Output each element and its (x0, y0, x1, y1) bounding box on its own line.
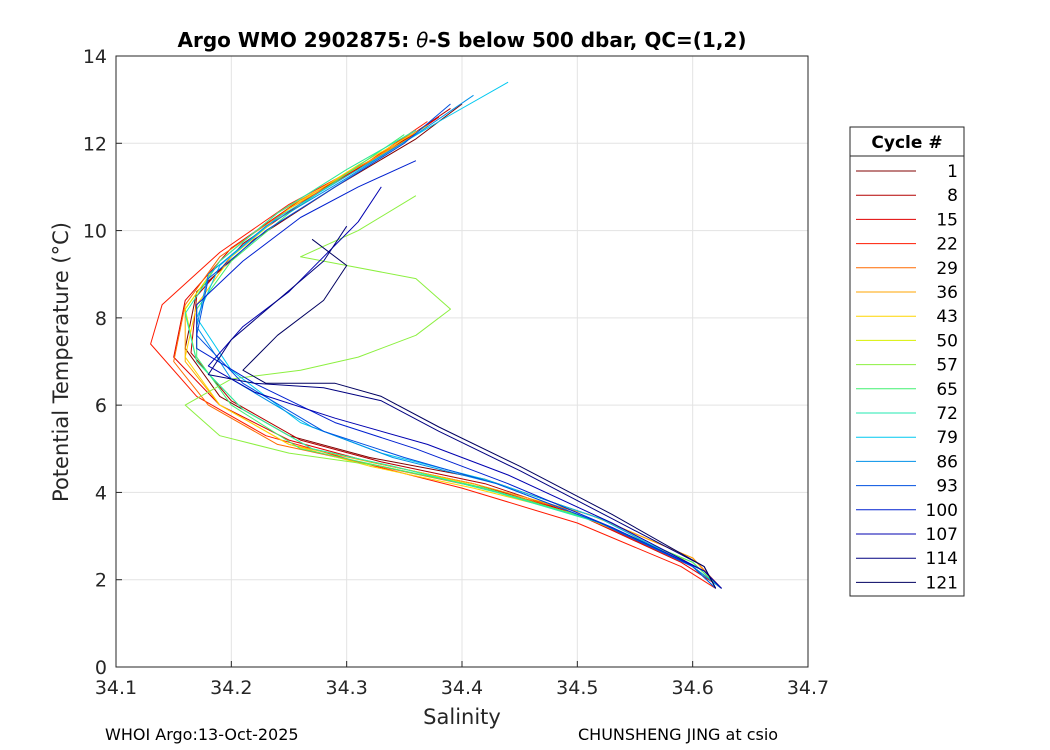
legend-entry: 36 (856, 283, 958, 303)
legend-label: 114 (926, 549, 958, 569)
legend-label: 29 (936, 259, 958, 279)
legend-entry: 86 (856, 452, 958, 472)
y-tick-label: 4 (95, 482, 107, 504)
footer-right: CHUNSHENG JING at csio (578, 725, 778, 744)
legend-label: 121 (926, 573, 958, 593)
x-tick-label: 34.1 (95, 677, 137, 699)
series-layer (150, 81, 722, 589)
legend-entry: 107 (856, 525, 958, 545)
legend-entry: 50 (856, 331, 958, 351)
legend-label: 65 (936, 380, 958, 400)
y-tick-labels: 0 2 4 6 8 10 12 14 (83, 46, 107, 679)
legend-entry: 57 (856, 356, 958, 376)
legend-label: 22 (936, 235, 958, 255)
legend-label: 57 (936, 356, 958, 376)
legend-entry: 43 (856, 307, 958, 327)
y-tick-label: 12 (83, 133, 107, 155)
legend-label: 72 (936, 404, 958, 424)
legend-entries: 1 8 15 22 29 36 43 50 57 65 72 79 86 93 100 107 114 121 (856, 162, 958, 593)
y-tick-label: 10 (83, 221, 107, 243)
legend-entry: 15 (856, 210, 958, 230)
x-tick-label: 34.2 (210, 677, 252, 699)
legend-label: 50 (936, 331, 958, 351)
legend-box (849, 126, 965, 597)
series-line-cycle-107 (207, 186, 722, 589)
y-tick-label: 0 (95, 657, 107, 679)
legend-label: 86 (936, 452, 958, 472)
legend-entry: 65 (856, 380, 958, 400)
legend-entry: 100 (856, 501, 958, 521)
legend-entry: 29 (856, 259, 958, 279)
legend-title: Cycle # (871, 133, 942, 153)
y-tick-label: 6 (95, 395, 107, 417)
legend-label: 36 (936, 283, 958, 303)
x-tick-label: 34.7 (787, 677, 829, 699)
legend-entry: 1 (856, 162, 958, 182)
plot-area: 34.1 34.2 34.3 34.4 34.5 34.6 34.7 0 2 4 6 8 10 12 14 (83, 46, 829, 699)
x-axis-label: Salinity (423, 705, 501, 729)
legend: Cycle # 1 8 15 22 29 36 43 50 57 65 72 79 86 93 100 107… (849, 126, 965, 597)
x-tick-label: 34.4 (441, 677, 483, 699)
legend-label: 107 (926, 525, 958, 545)
legend-label: 1 (947, 162, 958, 182)
legend-entry: 8 (856, 186, 958, 206)
legend-entry: 93 (856, 477, 958, 497)
legend-label: 100 (926, 501, 958, 521)
series-line-cycle-22 (150, 121, 716, 589)
x-tick-labels: 34.1 34.2 34.3 34.4 34.5 34.6 34.7 (95, 677, 829, 699)
x-tick-label: 34.3 (326, 677, 368, 699)
x-tick-label: 34.5 (556, 677, 598, 699)
legend-entry: 22 (856, 235, 958, 255)
series-line-cycle-79 (196, 81, 722, 589)
legend-label: 93 (936, 477, 958, 497)
legend-label: 43 (936, 307, 958, 327)
series-line-cycle-114 (207, 225, 717, 589)
y-tick-label: 8 (95, 308, 107, 330)
legend-entry: 79 (856, 428, 958, 448)
legend-label: 15 (936, 210, 958, 230)
y-tick-label: 2 (95, 570, 107, 592)
y-axis-label: Potential Temperature (°C) (49, 222, 73, 502)
legend-entry: 72 (856, 404, 958, 424)
legend-entry: 121 (856, 573, 958, 593)
legend-label: 79 (936, 428, 958, 448)
chart-title: Argo WMO 2902875: θ-S below 500 dbar, QC… (178, 28, 747, 52)
legend-entry: 114 (856, 549, 958, 569)
x-tick-label: 34.6 (672, 677, 714, 699)
series-line-cycle-121 (242, 238, 717, 589)
y-tick-label: 14 (83, 46, 107, 68)
legend-label: 8 (947, 186, 958, 206)
footer-left: WHOI Argo:13-Oct-2025 (105, 725, 299, 744)
axes-box (115, 55, 809, 668)
